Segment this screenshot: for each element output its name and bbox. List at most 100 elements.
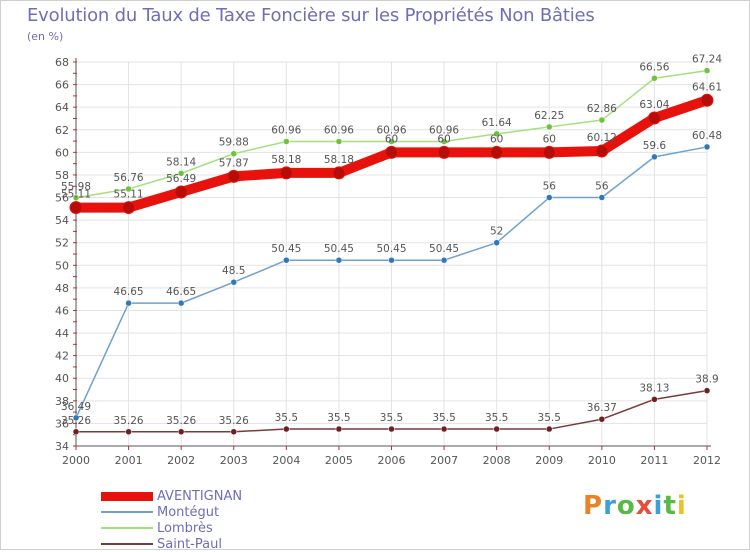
y-tick-label: 36 — [55, 417, 69, 430]
logo-letter: o — [616, 491, 636, 521]
data-point — [283, 425, 290, 433]
y-axis-unit-label: (en %) — [27, 30, 64, 43]
data-point — [122, 201, 136, 215]
series-saint-paul: 35.26 35.26 35.26 35.26 35.5 35.5 35.5 35.5 35.5… — [61, 374, 719, 436]
logo-letter: i — [653, 491, 664, 521]
data-label: 60.96 — [271, 125, 301, 137]
data-point — [493, 130, 500, 138]
data-point — [174, 185, 188, 199]
data-label: 35.5 — [432, 412, 455, 424]
legend-item: AVENTIGNAN — [101, 488, 242, 504]
data-label: 58.18 — [324, 154, 354, 166]
legend-label: AVENTIGNAN — [157, 488, 243, 504]
data-label: 59.88 — [219, 137, 249, 149]
data-label: 52 — [490, 226, 503, 238]
data-point — [125, 185, 132, 193]
data-label: 55.11 — [114, 189, 144, 201]
data-label: 56.49 — [166, 173, 196, 185]
y-tick-label: 46 — [55, 304, 69, 317]
data-label: 61.64 — [482, 117, 512, 129]
data-point — [542, 145, 556, 159]
data-label: 35.5 — [327, 412, 350, 424]
data-label: 60 — [543, 133, 556, 145]
data-label: 56 — [595, 181, 609, 193]
data-label: 62.86 — [587, 103, 617, 115]
data-point — [651, 396, 658, 403]
y-tick-label: 48 — [55, 282, 69, 295]
chart-title: Evolution du Taux de Taxe Foncière sur l… — [27, 5, 595, 26]
data-point — [437, 145, 451, 159]
data-point — [283, 256, 290, 264]
data-label: 35.26 — [61, 415, 91, 427]
data-point — [440, 256, 448, 264]
data-label: 58.14 — [166, 156, 196, 168]
x-tick-label: 2002 — [167, 454, 195, 467]
data-label: 60.48 — [692, 130, 722, 142]
y-tick-label: 68 — [55, 56, 69, 69]
data-point — [700, 93, 714, 107]
legend-item: Lombrès — [101, 520, 213, 536]
data-point — [385, 145, 398, 159]
data-point — [595, 144, 609, 158]
data-label: 55.11 — [61, 189, 91, 201]
series-mont-gut: 36.49 46.65 46.65 48.5 50.45 50.45 50.45 50.45 5… — [61, 130, 722, 422]
data-point — [72, 428, 80, 436]
data-point — [230, 428, 237, 436]
data-label: 38.9 — [695, 374, 718, 386]
data-point — [230, 150, 237, 157]
y-tick-label: 52 — [55, 237, 69, 250]
data-point — [598, 194, 606, 201]
data-point — [388, 256, 395, 264]
legend-label: Lombrès — [157, 520, 213, 536]
y-tick-label: 66 — [55, 79, 69, 92]
y-tick-label: 38 — [55, 395, 69, 408]
data-point — [332, 166, 346, 180]
proxiti-logo: Proxiti — [583, 491, 687, 521]
data-point — [72, 194, 80, 202]
data-point — [490, 145, 504, 159]
data-point — [72, 414, 80, 422]
x-tick-label: 2009 — [535, 454, 563, 467]
data-label: 64.61 — [692, 81, 722, 93]
logo-letter: x — [635, 491, 654, 521]
data-label: 67.24 — [692, 54, 722, 66]
y-tick-label: 42 — [55, 350, 69, 363]
data-point — [703, 387, 711, 394]
logo-letter: P — [583, 491, 604, 521]
legend-item: Saint-Paul — [101, 536, 222, 552]
data-label: 38.13 — [639, 382, 669, 394]
y-tick-label: 44 — [55, 327, 69, 340]
data-label: 46.65 — [114, 286, 144, 298]
y-tick-label: 54 — [55, 214, 69, 227]
data-point — [177, 428, 185, 436]
data-label: 35.5 — [485, 412, 508, 424]
data-label: 56 — [543, 181, 557, 193]
data-point — [703, 143, 711, 151]
legend-swatch — [101, 527, 153, 529]
data-point — [69, 201, 83, 215]
x-tick-label: 2004 — [272, 454, 300, 467]
x-tick-label: 2011 — [640, 454, 668, 467]
x-tick-label: 2005 — [325, 454, 353, 467]
data-point — [230, 278, 237, 286]
data-label: 60.12 — [587, 132, 617, 144]
data-point — [177, 299, 185, 307]
y-tick-label: 40 — [55, 372, 69, 385]
data-label: 36.49 — [61, 401, 91, 413]
data-label: 60 — [385, 133, 398, 145]
data-point — [335, 425, 343, 433]
data-point — [493, 425, 500, 433]
y-tick-label: 64 — [55, 101, 69, 114]
y-tick-label: 56 — [55, 192, 69, 205]
data-label: 60 — [490, 133, 503, 145]
series-lombr-s: 55.98 56.76 58.14 59.88 60.96 60.96 60.96 60.96… — [61, 54, 722, 202]
data-point — [440, 425, 448, 433]
data-label: 60 — [437, 133, 450, 145]
data-label: 58.18 — [271, 154, 301, 166]
data-point — [335, 256, 343, 264]
data-point — [388, 138, 395, 145]
legend-label: Saint-Paul — [157, 536, 222, 552]
